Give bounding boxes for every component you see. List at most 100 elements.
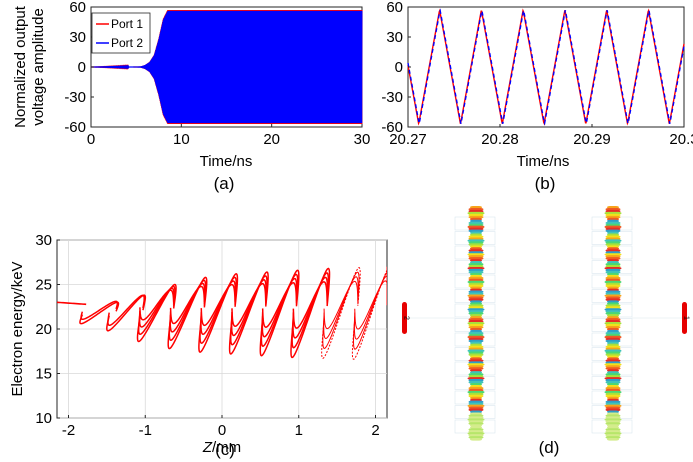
x-tick-label: 20.27 xyxy=(389,131,427,148)
electron-bunch-trace xyxy=(229,275,268,346)
field-band xyxy=(470,288,482,292)
field-band xyxy=(605,257,621,260)
field-band xyxy=(468,422,484,425)
y-tick-label: 30 xyxy=(386,29,403,46)
field-band xyxy=(468,365,484,368)
field-band xyxy=(605,337,621,341)
field-band xyxy=(607,206,619,209)
field-band xyxy=(605,402,621,406)
field-band xyxy=(468,255,484,258)
field-band xyxy=(605,229,621,233)
field-band xyxy=(470,398,482,402)
field-band xyxy=(468,373,484,376)
field-band xyxy=(467,404,485,408)
field-band xyxy=(607,247,619,250)
x-tick-label: 20.3 xyxy=(669,131,693,148)
field-band xyxy=(470,217,482,221)
field-band xyxy=(470,219,482,223)
field-band xyxy=(467,390,485,394)
field-band xyxy=(468,436,484,439)
field-band xyxy=(604,294,622,298)
field-band xyxy=(468,282,484,286)
field-band xyxy=(468,263,484,266)
field-band xyxy=(470,233,482,237)
y-tick-label: 30 xyxy=(35,232,52,249)
field-band xyxy=(467,363,485,366)
x-tick-label: 0 xyxy=(218,422,226,439)
field-band xyxy=(470,206,482,209)
x-tick-label: -2 xyxy=(62,422,75,439)
field-band xyxy=(605,304,621,307)
electron-bunch-trace xyxy=(261,277,298,338)
field-band xyxy=(605,386,621,390)
panel-b-ticks: 20.27 20.28 20.29 20.3 -60 -30 0 30 60 xyxy=(381,0,693,148)
field-band xyxy=(605,323,621,327)
field-band xyxy=(605,270,621,274)
field-band xyxy=(605,237,621,241)
field-band xyxy=(605,292,621,296)
field-band xyxy=(605,414,621,418)
field-band xyxy=(468,223,484,227)
panel-c-xlabel: Z/mm xyxy=(202,439,241,456)
field-band xyxy=(470,396,482,400)
field-band xyxy=(468,347,484,351)
panel-b: 20.27 20.28 20.29 20.3 -60 -30 0 30 60 Time/ns (… xyxy=(381,0,693,193)
field-band xyxy=(607,314,619,317)
electron-bunch-trace xyxy=(228,271,269,355)
legend-label-port-1: Port 1 xyxy=(111,17,143,31)
field-band xyxy=(468,351,484,355)
field-band xyxy=(604,253,622,256)
field-band xyxy=(468,243,484,246)
electron-bunch-trace xyxy=(167,276,208,350)
electron-bunch-trace xyxy=(200,283,236,327)
y-tick-label: -30 xyxy=(64,89,86,106)
x-tick-label: 10 xyxy=(173,131,190,148)
field-band xyxy=(605,353,621,357)
panel-c-ylabel: Electron energy/keV xyxy=(9,261,26,396)
x-tick-label: 30 xyxy=(354,131,371,148)
field-band xyxy=(605,361,621,364)
field-band xyxy=(470,316,482,319)
beam-trace-inlet xyxy=(57,301,87,306)
field-band xyxy=(604,377,622,380)
electron-bunch-trace xyxy=(168,279,207,341)
field-band xyxy=(468,430,484,433)
panel-d-beam-right xyxy=(604,206,622,441)
panel-d-structure-outline xyxy=(407,216,682,434)
field-band xyxy=(470,286,482,290)
field-band xyxy=(467,322,485,325)
field-band xyxy=(607,300,619,303)
field-band xyxy=(604,363,622,366)
field-band xyxy=(468,306,484,309)
field-band xyxy=(607,369,619,372)
panel-d-port-marker-left: 2 xyxy=(402,302,410,334)
field-band xyxy=(607,382,619,386)
field-band xyxy=(605,278,621,282)
field-band xyxy=(605,243,621,246)
field-band xyxy=(470,259,482,262)
field-band xyxy=(605,251,621,254)
field-band xyxy=(467,280,485,284)
field-band xyxy=(470,302,482,305)
field-band xyxy=(468,312,484,315)
x-tick-label: 0 xyxy=(87,131,95,148)
x-tick-label: 20 xyxy=(263,131,280,148)
electron-bunch-trace xyxy=(261,281,298,328)
field-band xyxy=(607,302,619,305)
field-band xyxy=(605,392,621,396)
field-band xyxy=(468,292,484,296)
field-band xyxy=(470,274,482,278)
field-band xyxy=(607,410,619,414)
field-band xyxy=(468,276,484,280)
electron-bunch-trace xyxy=(351,266,387,360)
field-band xyxy=(605,268,621,272)
field-band xyxy=(605,276,621,280)
electron-bunch-trace xyxy=(137,285,176,335)
field-band xyxy=(470,371,482,374)
field-band xyxy=(468,416,484,419)
field-band xyxy=(468,367,484,370)
field-band xyxy=(604,322,622,325)
panel-d-port-marker-right: 1 xyxy=(682,302,690,334)
field-band xyxy=(605,264,621,268)
